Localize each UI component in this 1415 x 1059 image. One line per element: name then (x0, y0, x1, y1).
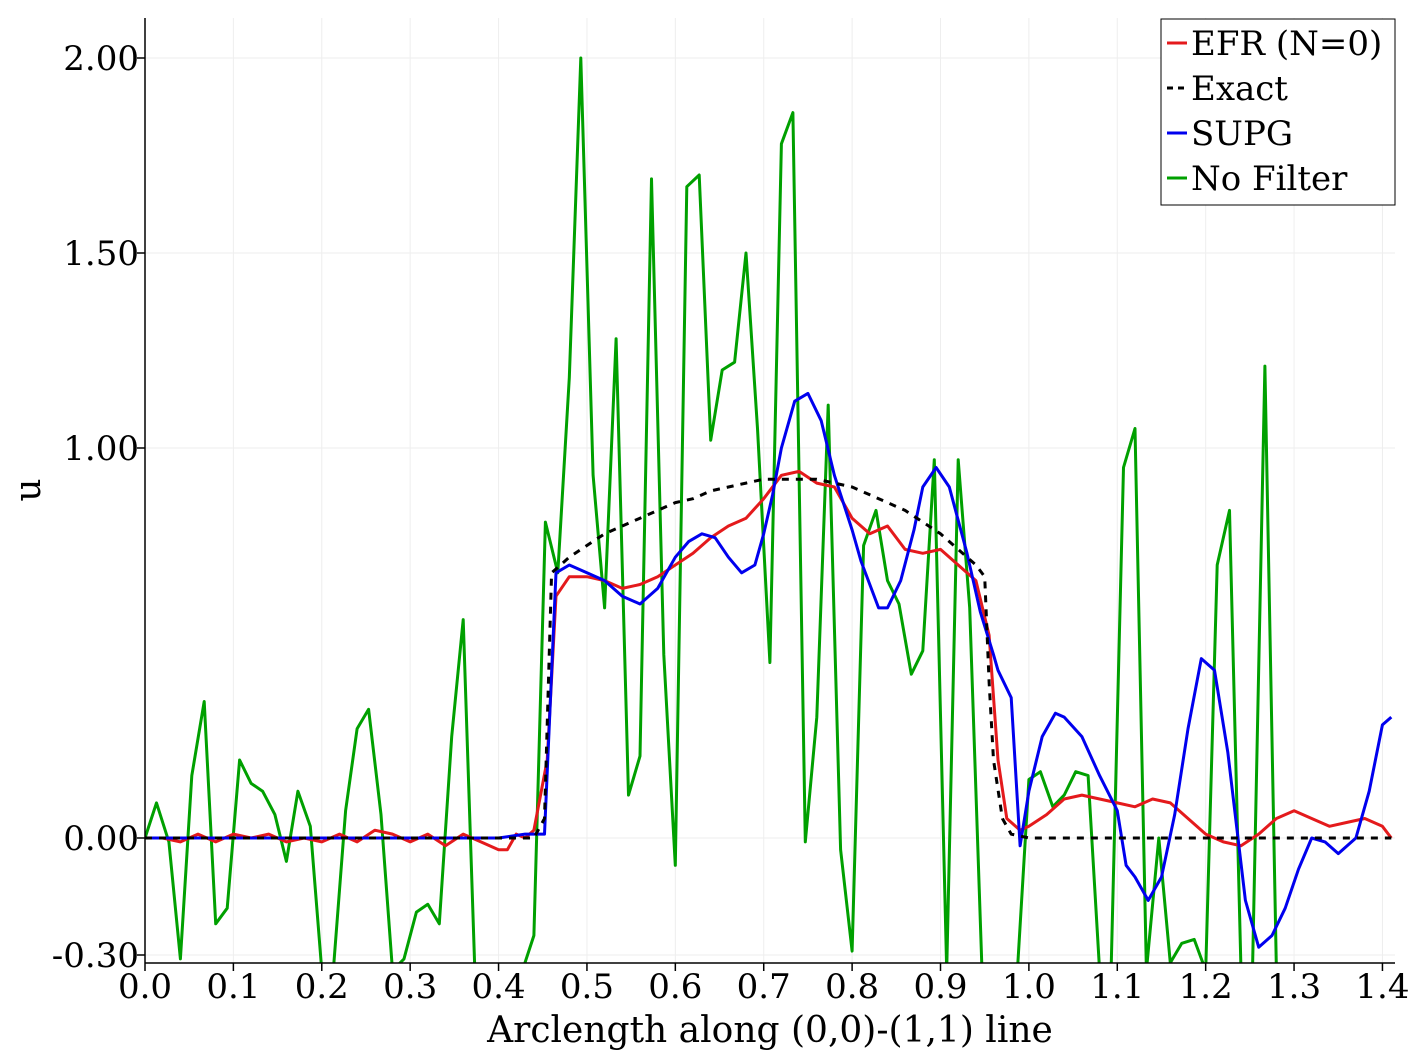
axes (144, 18, 1395, 964)
y-tick-label: 0.00 (63, 819, 139, 859)
x-tick-label: 0.1 (206, 967, 260, 1007)
y-tick-label: -0.30 (52, 936, 139, 976)
x-tick-label: 1.3 (1267, 967, 1321, 1007)
legend: EFR (N=0) Exact SUPG No Filter (1160, 18, 1396, 206)
x-tick-label: 0.2 (295, 967, 349, 1007)
y-axis-label: u (8, 478, 49, 501)
legend-entry-label: Exact (1191, 69, 1288, 109)
x-tick-label: 0.0 (118, 967, 172, 1007)
x-tick-label: 1.2 (1179, 967, 1233, 1007)
series-line-1 (145, 477, 1392, 840)
x-axis-label: Arclength along (0,0)-(1,1) line (486, 1010, 1053, 1051)
y-tick-label: 1.00 (63, 429, 139, 469)
legend-entry-label: No Filter (1191, 159, 1348, 199)
x-tick-label: 0.9 (913, 967, 967, 1007)
x-tick-label: 0.8 (825, 967, 879, 1007)
grid (144, 18, 1395, 963)
y-tick-label: 1.50 (63, 234, 139, 274)
plot-area (145, 56, 1393, 963)
legend-entry-label: EFR (N=0) (1191, 24, 1382, 64)
series-line-2 (145, 391, 1393, 949)
x-tick-label: 1.0 (1002, 967, 1056, 1007)
series-line-3 (145, 56, 1278, 963)
x-tick-label: 0.3 (383, 967, 437, 1007)
x-tick-label: 0.5 (560, 967, 614, 1007)
x-tick-label: 0.7 (737, 967, 791, 1007)
legend-box (1160, 18, 1396, 206)
ticks: 0.0 0.1 0.2 0.3 0.4 0.5 0.6 0.7 0.8 0.9 1.0 1.1 1.2 1… (52, 39, 1410, 1007)
x-tick-label: 1.4 (1355, 967, 1409, 1007)
x-tick-label: 0.6 (648, 967, 702, 1007)
y-tick-label: 2.00 (63, 39, 139, 79)
x-tick-label: 0.4 (472, 967, 526, 1007)
x-tick-label: 1.1 (1090, 967, 1144, 1007)
legend-entry-label: SUPG (1191, 114, 1293, 154)
